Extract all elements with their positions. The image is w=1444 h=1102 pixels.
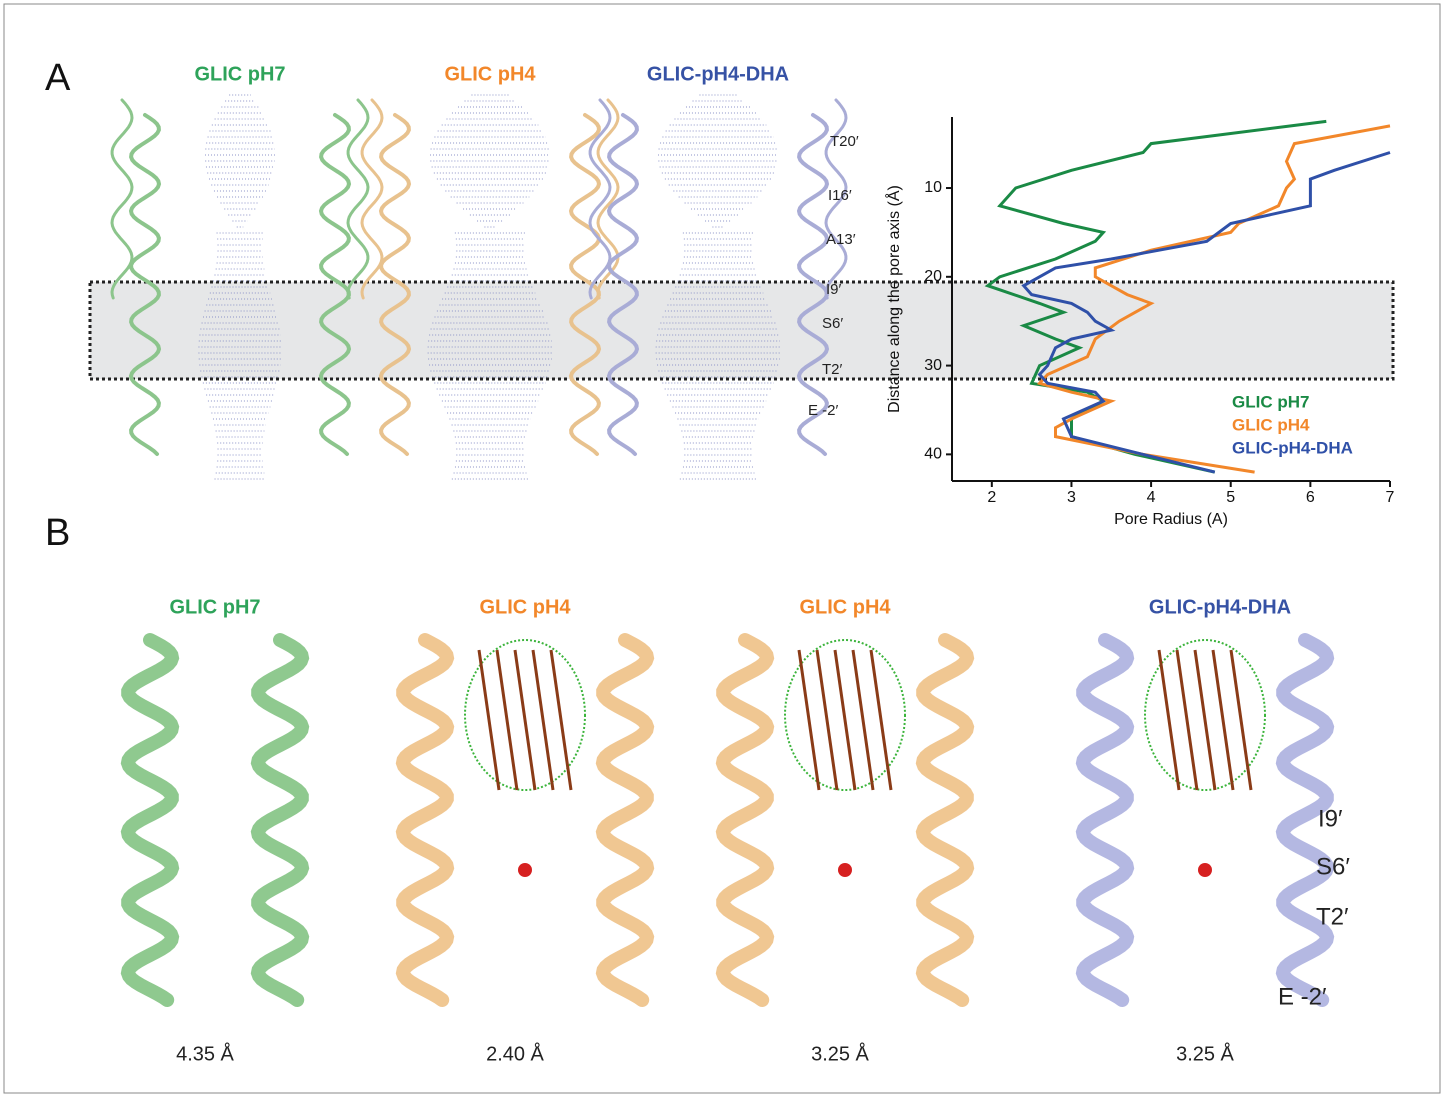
ligand [815, 649, 839, 791]
y-tick-label: 40 [924, 446, 942, 463]
ligand [1157, 649, 1181, 791]
y-tick-label: 30 [924, 357, 942, 374]
resolution: 2.40 Å [486, 1042, 544, 1065]
legend-entry: GLIC-pH4-DHA [1232, 438, 1353, 457]
ligand [869, 649, 893, 791]
ion [1198, 863, 1212, 877]
x-axis-label: Pore Radius (A) [1114, 511, 1228, 528]
panel-title: GLIC pH4 [799, 596, 891, 618]
x-tick-label: 4 [1147, 489, 1156, 506]
ligand [531, 649, 555, 791]
helix [715, 633, 775, 1007]
helix [1275, 633, 1335, 1007]
ligand [549, 649, 573, 791]
helix [796, 113, 830, 456]
ligand [1193, 649, 1217, 791]
pore-profile [1036, 124, 1391, 474]
ion [838, 863, 852, 877]
density [1144, 639, 1266, 791]
residue-label: I16′ [828, 187, 852, 204]
ligand [1211, 649, 1235, 791]
x-tick-label: 5 [1226, 489, 1235, 506]
residue-label: S6′ [1316, 853, 1350, 880]
helix [395, 633, 455, 1007]
structure-art-front [110, 94, 848, 480]
ligand [495, 649, 519, 791]
helix [128, 113, 162, 456]
pore-radius-chart: 2 3 4 5 6 7 10 20 30 40 Pore Radius (A) Distance al… [884, 117, 1395, 528]
ligand [833, 649, 857, 791]
ligand [477, 649, 501, 791]
residue-label: T20′ [830, 133, 859, 150]
density [464, 639, 586, 791]
helix [110, 98, 134, 300]
resolution: 3.25 Å [1176, 1042, 1234, 1065]
helix [250, 633, 310, 1007]
panel-title: GLIC-pH4-DHA [647, 63, 789, 85]
residue-label: E -2′ [1278, 983, 1327, 1010]
residue-label: I9′ [1318, 805, 1343, 832]
residue-label: T2′ [822, 361, 843, 378]
residue-label: T2′ [1316, 903, 1349, 930]
helix [824, 98, 848, 300]
panel-title: GLIC pH7 [169, 596, 260, 618]
panel-title: GLIC-pH4-DHA [1149, 596, 1291, 618]
residue-label: A13′ [826, 231, 856, 248]
ligand [513, 649, 537, 791]
highlight-box [88, 280, 1395, 381]
y-axis-label: Distance along the pore axis (Å) [884, 185, 903, 413]
panel-label: B [45, 512, 70, 554]
resolution: 3.25 Å [811, 1042, 869, 1065]
helix [318, 113, 352, 456]
y-tick-label: 10 [924, 179, 942, 196]
panel-title: GLIC pH4 [444, 63, 536, 85]
helix [595, 633, 655, 1007]
x-tick-label: 6 [1306, 489, 1315, 506]
structure-art [120, 633, 1335, 1007]
pore-profile [1021, 151, 1391, 474]
helix [588, 98, 612, 300]
frame [3, 3, 1441, 1094]
density [784, 639, 906, 791]
helix [606, 113, 640, 456]
ligand [1229, 649, 1253, 791]
ion [518, 863, 532, 877]
x-tick-label: 2 [987, 489, 996, 506]
helix [915, 633, 975, 1007]
residue-label: I9′ [826, 281, 842, 298]
ligand [851, 649, 875, 791]
residue-label: E -2′ [808, 402, 839, 419]
x-tick-label: 3 [1067, 489, 1076, 506]
helix [378, 113, 412, 456]
residue-label: S6′ [822, 315, 843, 332]
legend-entry: GLIC pH4 [1232, 415, 1310, 434]
helix [360, 98, 384, 300]
helix [596, 98, 620, 300]
ligand [1175, 649, 1199, 791]
legend-entry: GLIC pH7 [1232, 392, 1309, 411]
panel-title: GLIC pH4 [479, 596, 571, 618]
resolution: 4.35 Å [176, 1042, 234, 1065]
helix [1075, 633, 1135, 1007]
panel-label: A [45, 57, 71, 99]
y-tick-label: 20 [924, 268, 942, 285]
panel-title: GLIC pH7 [194, 63, 285, 85]
x-tick-label: 7 [1386, 489, 1395, 506]
helix [346, 98, 370, 300]
ligand [797, 649, 821, 791]
helix [120, 633, 180, 1007]
